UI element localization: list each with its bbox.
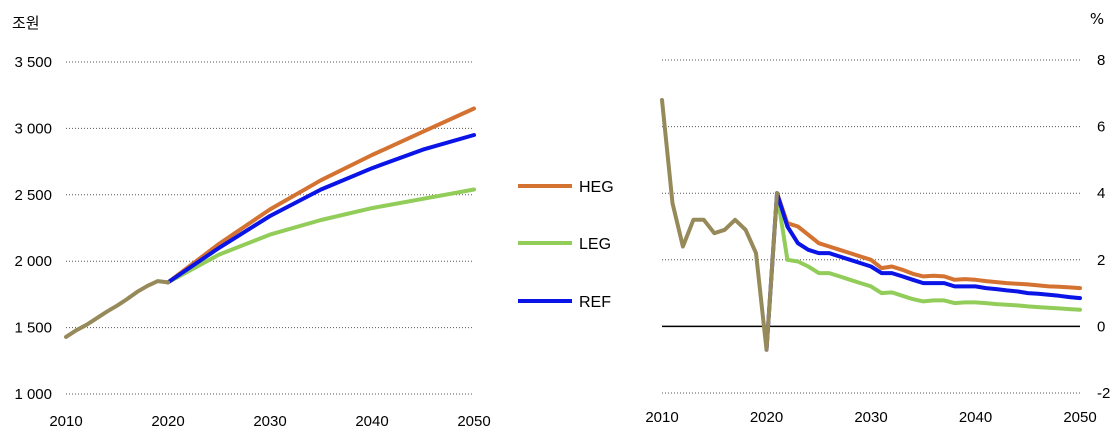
x-tick-label: 2030 (253, 413, 286, 430)
y-tick-label: 4 (1097, 185, 1105, 202)
x-tick-label: 2010 (645, 409, 678, 426)
series-line-history (660, 98, 779, 352)
legend-label-leg: LEG (579, 236, 611, 253)
series-line-ref (764, 191, 1082, 352)
y-tick-label: 2 000 (14, 253, 52, 270)
x-tick-label: 2020 (750, 409, 783, 426)
y-tick-label: -2 (1097, 385, 1110, 402)
series-line-leg (775, 191, 1082, 312)
legend-label-ref: REF (579, 294, 611, 311)
x-tick-label: 2040 (959, 409, 992, 426)
unit-label: % (1090, 10, 1104, 28)
x-tick-label: 2010 (49, 413, 82, 430)
y-tick-label: 1 500 (14, 320, 52, 337)
y-tick-label: 2 (1097, 252, 1105, 269)
x-tick-label: 2050 (457, 413, 490, 430)
series-line-leg (166, 187, 476, 285)
series-line-history (64, 279, 170, 339)
series-line-heg (775, 191, 1082, 291)
y-tick-label: 1 000 (14, 386, 52, 403)
x-tick-label: 2030 (854, 409, 887, 426)
left-chart-gdp-level: 조원 1 000 1 500 2 000 2 500 3 000 3 500 2010 2020… (12, 14, 491, 430)
x-tick-label: 2040 (355, 413, 388, 430)
x-tick-label: 2020 (151, 413, 184, 430)
series-line-ref (166, 133, 476, 285)
y-tick-label: 0 (1097, 318, 1105, 335)
legend-label-heg: HEG (579, 179, 614, 196)
x-tick-label: 2050 (1063, 409, 1096, 426)
right-chart-growth-rate: % -2 0 2 4 6 8 2010 2020 2030 2040 2050 (645, 10, 1110, 426)
legend: HEG LEG REF (518, 179, 614, 311)
y-tick-label: 2 500 (14, 187, 52, 204)
y-tick-label: 3 000 (14, 120, 52, 137)
series-line-heg (166, 106, 476, 285)
y-tick-label: 8 (1097, 52, 1105, 69)
unit-label: 조원 (12, 14, 40, 32)
y-tick-label: 6 (1097, 119, 1105, 136)
y-tick-label: 3 500 (14, 54, 52, 71)
